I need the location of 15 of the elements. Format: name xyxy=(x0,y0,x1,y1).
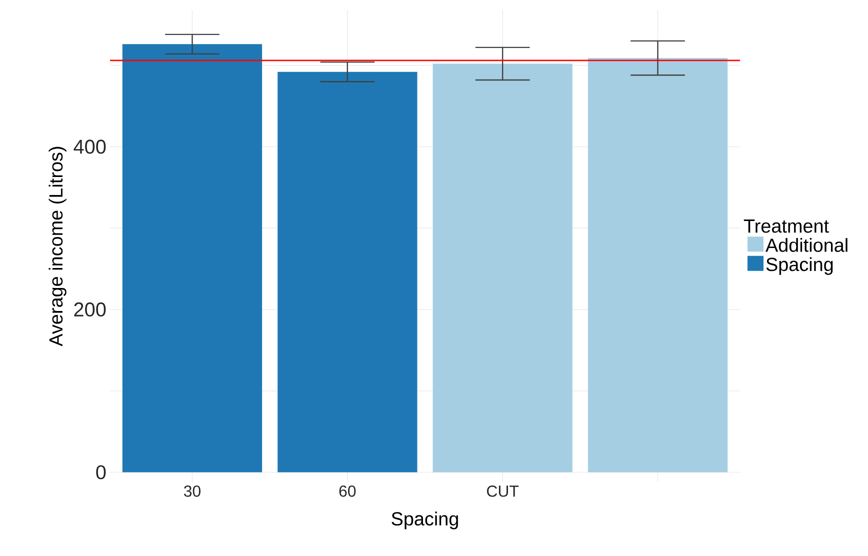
x-tick-label: 30 xyxy=(184,486,200,497)
legend-label: Spacing xyxy=(766,257,833,275)
legend-label: Additional xyxy=(766,238,848,252)
y-tick-label: 400 xyxy=(74,140,106,154)
y-tick-label: 0 xyxy=(96,465,106,480)
x-axis-title: Spacing xyxy=(392,512,458,530)
legend-title: Treatment xyxy=(744,220,829,233)
bar xyxy=(588,58,728,472)
y-axis-title: Average income (Litros) xyxy=(48,146,66,346)
y-tick-label: 200 xyxy=(74,302,106,317)
bar xyxy=(122,44,262,472)
bar xyxy=(278,72,418,472)
x-tick-label: 60 xyxy=(339,486,356,497)
x-tick-label: CUT xyxy=(487,486,519,497)
bar xyxy=(432,64,572,472)
